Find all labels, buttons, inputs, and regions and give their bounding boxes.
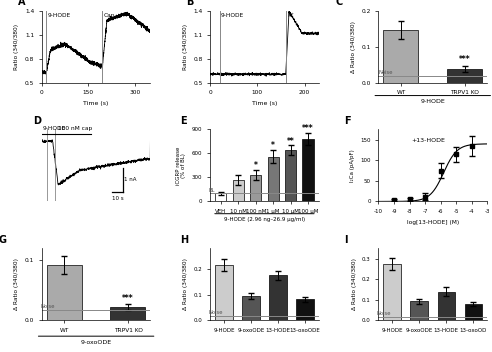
- Bar: [383, 30, 419, 83]
- Bar: [296, 299, 314, 320]
- Text: Noise: Noise: [379, 70, 393, 75]
- X-axis label: log[13-HODE] (M): log[13-HODE] (M): [407, 220, 459, 225]
- Text: *: *: [254, 162, 258, 170]
- Text: F: F: [344, 116, 350, 126]
- Text: H: H: [180, 234, 188, 245]
- X-axis label: Time (s): Time (s): [252, 101, 277, 106]
- Text: BL: BL: [209, 188, 215, 193]
- Bar: [110, 307, 146, 320]
- Y-axis label: I₂Ca (pA/pF): I₂Ca (pA/pF): [350, 149, 355, 182]
- Text: D: D: [33, 116, 41, 126]
- Text: *: *: [271, 142, 275, 150]
- Bar: [447, 69, 482, 83]
- Text: C: C: [335, 0, 342, 7]
- Bar: [269, 275, 287, 320]
- Bar: [410, 301, 428, 320]
- Text: K⁺: K⁺: [287, 13, 294, 18]
- Y-axis label: Δ Ratio (340/380): Δ Ratio (340/380): [183, 258, 188, 310]
- Text: 9-HODE: 9-HODE: [48, 13, 71, 18]
- Text: 9-HODE: 9-HODE: [221, 13, 244, 18]
- Y-axis label: Δ Ratio (340/380): Δ Ratio (340/380): [352, 258, 357, 310]
- Text: ***: ***: [459, 55, 470, 64]
- Text: 1 nA: 1 nA: [124, 177, 137, 182]
- Text: 9-HODE: 9-HODE: [420, 99, 445, 104]
- Bar: [47, 265, 82, 320]
- Text: I: I: [344, 234, 347, 245]
- Text: B: B: [186, 0, 194, 7]
- Text: 9-HODE: 9-HODE: [43, 126, 66, 131]
- Text: Noise: Noise: [40, 304, 55, 309]
- Y-axis label: iCGRP release
(% of BL): iCGRP release (% of BL): [176, 146, 186, 185]
- Bar: [437, 291, 455, 320]
- Y-axis label: Δ Ratio (340/380): Δ Ratio (340/380): [14, 258, 19, 310]
- Text: 9-HODE (2.96 ng–26.9 μg/ml): 9-HODE (2.96 ng–26.9 μg/ml): [224, 217, 305, 222]
- Y-axis label: Δ Ratio (340/380): Δ Ratio (340/380): [351, 20, 356, 73]
- Text: E: E: [180, 116, 186, 126]
- Text: +13-HODE: +13-HODE: [411, 138, 445, 143]
- Bar: [250, 175, 261, 201]
- Text: 10 s: 10 s: [112, 196, 124, 201]
- Text: **: **: [287, 137, 295, 146]
- Text: Noise: Noise: [208, 310, 223, 315]
- Bar: [233, 180, 244, 201]
- Text: Noise: Noise: [376, 311, 391, 316]
- Bar: [383, 264, 401, 320]
- Y-axis label: Ratio (340/380): Ratio (340/380): [183, 24, 187, 70]
- Text: A: A: [18, 0, 26, 7]
- Text: 9-oxoODE: 9-oxoODE: [81, 340, 112, 345]
- Text: Cap: Cap: [104, 13, 115, 18]
- Bar: [242, 296, 260, 320]
- Bar: [215, 194, 226, 201]
- Bar: [268, 157, 279, 201]
- Text: ***: ***: [302, 124, 314, 133]
- Text: ***: ***: [122, 294, 134, 302]
- Bar: [285, 150, 296, 201]
- Text: G: G: [0, 234, 6, 245]
- Bar: [464, 304, 482, 320]
- Text: 100 nM cap: 100 nM cap: [58, 126, 92, 131]
- Bar: [303, 139, 314, 201]
- Y-axis label: Ratio (340/380): Ratio (340/380): [14, 24, 19, 70]
- X-axis label: Time (s): Time (s): [84, 101, 109, 106]
- Bar: [215, 265, 233, 320]
